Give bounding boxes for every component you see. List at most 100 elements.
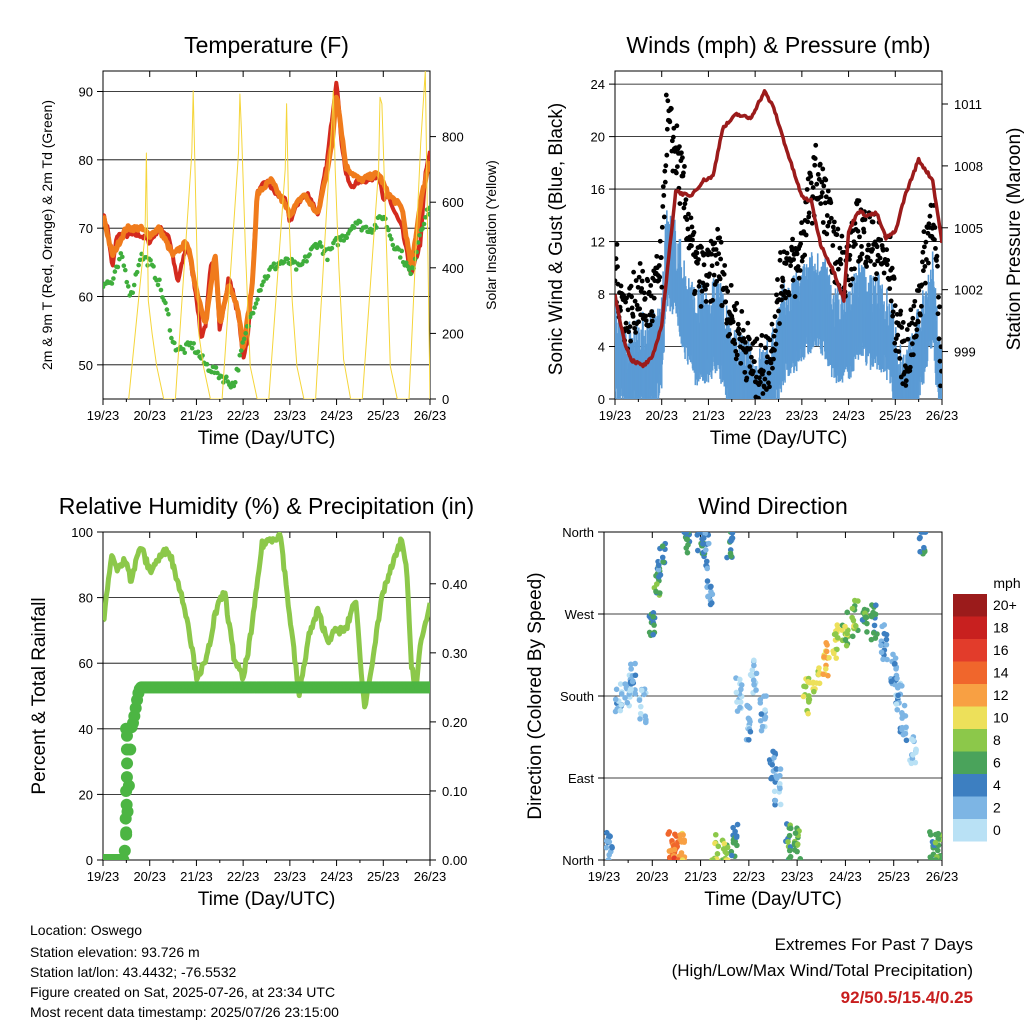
gust-point — [828, 215, 834, 221]
direction-point — [679, 857, 686, 860]
direction-point — [918, 532, 925, 535]
gust-point — [633, 278, 639, 283]
dewpoint-point — [213, 365, 219, 370]
gust-point — [670, 134, 676, 140]
winds-y2-tick-label: 1005 — [954, 221, 983, 236]
direction-point — [774, 775, 780, 781]
gust-point — [615, 241, 620, 247]
direction-point — [833, 655, 840, 661]
gust-point — [777, 257, 783, 263]
direction-point — [922, 532, 929, 535]
direction-point — [901, 702, 908, 709]
direction-point — [622, 695, 628, 701]
gust-point — [848, 282, 853, 288]
gust-point — [698, 303, 704, 309]
direction-point — [738, 682, 745, 688]
gust-point — [750, 369, 756, 374]
gust-point — [874, 244, 880, 250]
winds-y2-tick-label: 1011 — [954, 97, 982, 112]
direction-point — [933, 857, 939, 860]
direction-point — [786, 855, 792, 860]
gust-point — [704, 282, 710, 288]
dewpoint-point — [253, 301, 259, 306]
gust-point — [824, 213, 830, 218]
direction-point — [805, 710, 811, 717]
gust-point — [677, 201, 683, 207]
gust-point — [932, 237, 937, 243]
gust-point — [713, 247, 719, 252]
pressure-series-line — [615, 89, 942, 369]
gust-point — [759, 333, 765, 338]
dewpoint-point — [344, 235, 350, 241]
gust-point — [629, 294, 635, 300]
direction-point — [613, 686, 620, 693]
direction-point — [650, 613, 657, 620]
gust-point — [712, 240, 718, 246]
gust-point — [825, 223, 831, 229]
colorbar-swatch — [953, 616, 987, 639]
gust-point — [650, 313, 656, 319]
dewpoint-point — [386, 227, 391, 233]
gust-point — [761, 368, 766, 374]
colorbar-label: 4 — [993, 777, 1001, 793]
gust-point — [660, 204, 666, 209]
gust-point — [917, 312, 923, 318]
gust-point — [774, 292, 779, 298]
direction-point — [771, 788, 778, 795]
gust-point — [806, 214, 812, 220]
gust-point — [821, 183, 827, 189]
gust-point — [717, 235, 723, 241]
direction-point — [655, 562, 662, 569]
winds-y-axis-label: Sonic Wind & Gust (Blue, Black) — [546, 103, 567, 375]
temperature-y-tick-label: 60 — [79, 290, 93, 305]
direction-point — [844, 630, 850, 637]
dewpoint-point — [341, 238, 347, 243]
precip-point — [120, 771, 133, 784]
gust-point — [870, 219, 876, 225]
gust-point — [788, 263, 793, 269]
direction-point — [683, 536, 690, 543]
gust-point — [792, 294, 798, 299]
dewpoint-point — [155, 282, 161, 288]
direction-point — [617, 681, 624, 687]
gust-point — [663, 92, 669, 98]
dewpoint-point — [307, 252, 312, 257]
gust-point — [918, 303, 924, 309]
gust-point — [892, 340, 898, 346]
humidity-y2-tick-label: 0.20 — [442, 715, 467, 730]
direction-point — [881, 622, 888, 628]
gust-point — [751, 359, 757, 365]
direction-point — [878, 642, 884, 649]
gust-point — [696, 283, 702, 289]
gust-point — [935, 311, 941, 317]
gust-point — [623, 320, 629, 326]
gust-point — [828, 200, 834, 206]
direction-point — [604, 838, 610, 844]
humidity-series-group — [103, 532, 430, 860]
direction-point — [656, 574, 662, 580]
gust-point — [797, 268, 803, 273]
dewpoint-point — [231, 383, 237, 389]
dewpoint-point — [122, 267, 128, 273]
gust-point — [926, 260, 931, 266]
direction-point — [903, 737, 910, 744]
direction-point — [878, 649, 885, 656]
gust-point — [771, 356, 776, 362]
dewpoint-point — [204, 361, 210, 367]
dewpoint-point — [166, 311, 171, 317]
gust-point — [738, 360, 744, 366]
direction-point — [894, 684, 901, 691]
gust-point — [934, 258, 939, 263]
direction-point — [895, 692, 901, 699]
gust-point — [625, 307, 631, 313]
dewpoint-point — [247, 314, 253, 320]
direction-point — [632, 660, 638, 667]
winds-y2-tick-label: 1008 — [954, 159, 983, 174]
direction-point — [671, 846, 678, 853]
gust-point — [626, 329, 631, 335]
gust-point — [767, 384, 772, 390]
direction-point — [745, 736, 752, 743]
winds-series-group — [615, 89, 942, 399]
temp_9m-series-line — [103, 94, 430, 351]
direction-point — [917, 534, 923, 541]
